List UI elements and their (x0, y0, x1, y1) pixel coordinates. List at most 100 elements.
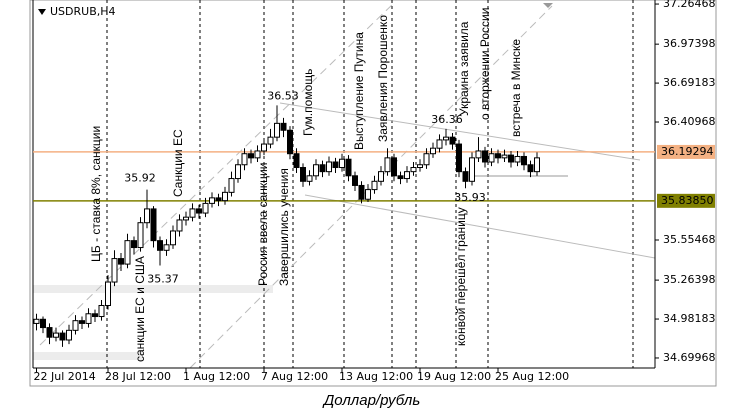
candle-body (371, 180, 378, 191)
candle-body (404, 171, 410, 180)
event-annotation: Завершились учения (277, 168, 291, 286)
candle-body (137, 222, 144, 249)
candle-body (202, 202, 209, 214)
candle-body (306, 175, 313, 182)
candle-body (105, 281, 111, 306)
x-tick-label: 1 Aug 12:00 (183, 370, 250, 383)
level-label: 36.19294 (661, 145, 714, 158)
candle-body (124, 240, 131, 265)
candle-body (85, 313, 92, 324)
frame (29, 0, 717, 387)
x-tick-label: 28 Jul 12:00 (105, 370, 171, 383)
candle-body (241, 153, 248, 166)
candle-body (228, 178, 235, 193)
candle-body (521, 155, 527, 166)
candle-body (40, 318, 46, 329)
candle-body (59, 332, 66, 341)
y-tick-label: 34.69968 (663, 351, 716, 364)
price-note: 36.53 (267, 89, 299, 102)
candle-body (261, 143, 267, 152)
candle-body (254, 150, 261, 159)
candle-body (118, 258, 124, 265)
candle-body (313, 164, 319, 177)
candle-body (488, 153, 495, 163)
candle-body (215, 197, 222, 202)
candle-body (339, 158, 345, 169)
y-tick-label: 36.97398 (663, 37, 716, 50)
candle-body (417, 164, 423, 169)
candle-body (183, 216, 189, 221)
candle-body (53, 332, 59, 338)
candle-body (267, 136, 274, 145)
event-lines (106, 0, 634, 368)
candle-body (280, 122, 287, 131)
y-tick-label: 36.40968 (663, 115, 716, 128)
candle-body (384, 157, 391, 173)
event-annotation: Заявления Порошенко (376, 15, 390, 142)
x-tick-label: 13 Aug 12:00 (339, 370, 413, 383)
trend-lines (39, 1, 656, 369)
candle-body (495, 153, 501, 159)
candle-body (33, 318, 40, 324)
title-icon (38, 9, 46, 15)
candle-body (46, 327, 53, 338)
y-tick-label: 35.26398 (663, 273, 716, 286)
candle-body (248, 153, 254, 159)
candle-body (508, 154, 514, 163)
candle-body (456, 143, 462, 173)
event-annotation: конвой перешёл границу (454, 207, 468, 346)
y-tick-label: 35.55468 (663, 233, 716, 246)
price-note: 35.37 (147, 272, 179, 285)
highlight (33, 285, 273, 293)
candle-body (287, 129, 293, 155)
candle-body (482, 150, 488, 163)
y-tick-label: 37.26468 (663, 0, 716, 10)
chart-title: USDRUB,H4 (50, 5, 116, 18)
candle-body (378, 171, 384, 182)
candle-body (462, 171, 469, 182)
price-note: 35.92 (124, 172, 156, 185)
candle-body (345, 158, 352, 177)
candle-body (475, 150, 482, 159)
candle-body (209, 197, 215, 204)
event-annotation: санкции ЕС и США (133, 256, 147, 362)
candle-body (92, 313, 98, 318)
event-annotation: Гум.помощь (301, 69, 315, 136)
candle-body (170, 230, 176, 246)
candle-body (235, 164, 241, 180)
candle-body (176, 219, 183, 232)
x-tick-label: 7 Aug 12:00 (261, 370, 328, 383)
candle-body (436, 139, 443, 149)
highlight (33, 352, 143, 360)
candle-body (449, 136, 456, 145)
candle-body (189, 208, 196, 218)
candle-body (332, 161, 339, 169)
candle-body (157, 240, 163, 251)
candle-body (144, 208, 150, 224)
candle-body (365, 189, 371, 200)
candle-body (131, 240, 137, 249)
candle-body (293, 153, 300, 169)
event-annotation: Украина заявила (457, 21, 471, 116)
candle-body (150, 208, 157, 242)
candle-body (222, 191, 228, 202)
candle-body (469, 157, 475, 182)
candle-body (397, 175, 404, 180)
candle-body (300, 167, 306, 182)
level-label: 35.83850 (661, 194, 714, 207)
event-annotation: встреча в Минске (509, 39, 523, 137)
marker (543, 3, 553, 8)
candle-body (410, 167, 417, 173)
level-box (657, 193, 715, 208)
candle-body (514, 155, 521, 163)
candle-body (66, 329, 72, 341)
x-tick-label: 25 Aug 12:00 (495, 370, 569, 383)
candle-body (111, 258, 118, 283)
level-box (657, 144, 715, 159)
x-tick-label: 22 Jul 2014 (34, 370, 96, 383)
candle-body (391, 157, 397, 177)
y-tick-label: 36.69183 (663, 76, 716, 89)
event-annotation: о вторжении России (478, 8, 492, 120)
candle-body (358, 184, 365, 200)
